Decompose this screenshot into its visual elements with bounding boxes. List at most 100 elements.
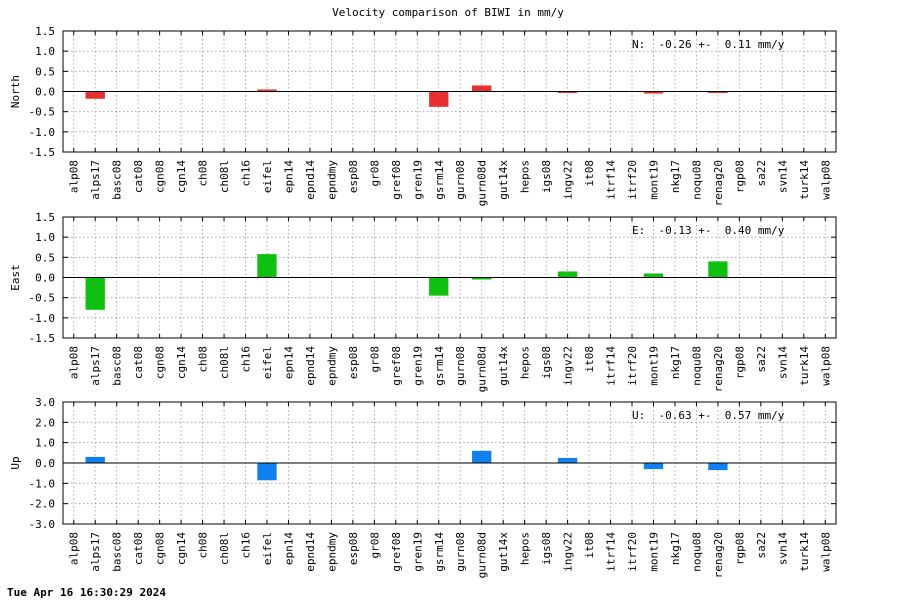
bar	[257, 89, 277, 92]
x-tick-label: it08	[583, 532, 596, 559]
x-tick-label: gurn08	[454, 532, 467, 572]
bar	[708, 463, 728, 471]
x-tick-label: ch08l	[218, 160, 231, 193]
plot-frame	[62, 30, 837, 153]
x-tick-label: epnd14	[304, 532, 317, 572]
x-tick-label: cgn14	[175, 532, 188, 565]
y-tick-label: 1.5	[35, 211, 55, 224]
x-tick-label: walp08	[819, 532, 832, 572]
x-tick-label: walp08	[819, 160, 832, 200]
x-tick-label: renag20	[712, 532, 725, 578]
x-tick-label: igs08	[540, 532, 553, 565]
bar	[472, 450, 492, 463]
y-axis-label: North	[9, 75, 22, 108]
x-tick-label: rgp08	[733, 346, 746, 379]
x-tick-label: basc08	[111, 532, 124, 572]
stats-annotation: E: -0.13 +- 0.40 mm/y	[632, 224, 785, 237]
bar	[557, 457, 578, 463]
y-axis-label: Up	[9, 456, 22, 469]
chart-title: Velocity comparison of BIWI in mm/y	[332, 6, 564, 19]
y-tick-label: 0.0	[35, 86, 55, 99]
x-tick-label: alps17	[89, 346, 102, 386]
x-tick-label: rgp08	[733, 160, 746, 193]
x-tick-label: turk14	[798, 346, 811, 386]
y-tick-label: 1.0	[35, 437, 55, 450]
x-tick-label: epndmy	[325, 532, 338, 572]
bar	[557, 91, 578, 93]
x-tick-label: ingv22	[562, 346, 575, 386]
bar	[472, 277, 492, 280]
bar	[85, 456, 105, 463]
x-tick-label: epn14	[282, 160, 295, 193]
x-tick-label: gsrm14	[433, 346, 446, 386]
x-tick-label: alp08	[68, 346, 81, 379]
y-tick-label: 0.5	[35, 251, 55, 264]
x-tick-label: sa22	[755, 532, 768, 559]
x-tick-label: nkg17	[669, 532, 682, 565]
x-tick-label: alps17	[89, 160, 102, 200]
x-tick-label: ch16	[240, 160, 253, 187]
y-tick-label: -0.5	[29, 106, 56, 119]
x-tick-label: ingv22	[562, 532, 575, 572]
y-tick-label: -1.5	[29, 332, 56, 345]
x-tick-label: noqu08	[690, 160, 703, 200]
x-tick-label: ch08	[197, 160, 210, 187]
x-tick-label: cat08	[132, 532, 145, 565]
x-tick-label: basc08	[111, 160, 124, 200]
x-tick-label: gurn08	[454, 346, 467, 386]
x-tick-label: it08	[583, 346, 596, 373]
bar	[643, 91, 664, 94]
x-tick-label: alp08	[68, 160, 81, 193]
x-tick-label: alps17	[89, 532, 102, 572]
bar	[429, 91, 449, 107]
x-tick-label: renag20	[712, 346, 725, 392]
x-tick-label: gurn08d	[476, 532, 489, 578]
y-tick-label: 1.5	[35, 25, 55, 38]
x-tick-label: rgp08	[733, 532, 746, 565]
bar	[708, 261, 728, 278]
x-tick-label: alp08	[68, 532, 81, 565]
x-tick-label: ch08	[197, 346, 210, 373]
y-axis-label: East	[9, 264, 22, 291]
x-tick-label: nkg17	[669, 346, 682, 379]
x-tick-label: epnd14	[304, 346, 317, 386]
x-tick-label: ch16	[240, 346, 253, 373]
x-tick-label: renag20	[712, 160, 725, 206]
x-tick-label: it08	[583, 160, 596, 187]
x-tick-label: esp08	[347, 160, 360, 193]
y-tick-label: -1.5	[29, 146, 56, 159]
x-tick-label: turk14	[798, 160, 811, 200]
x-tick-label: cat08	[132, 346, 145, 379]
y-tick-label: 0.0	[35, 272, 55, 285]
x-tick-label: gut14x	[497, 346, 510, 386]
x-tick-label: gsrm14	[433, 160, 446, 200]
plot-frame	[62, 401, 837, 525]
x-tick-label: gurn08	[454, 160, 467, 200]
stats-annotation: U: -0.63 +- 0.57 mm/y	[632, 409, 785, 422]
x-tick-label: basc08	[111, 346, 124, 386]
x-tick-label: svn14	[776, 346, 789, 379]
y-tick-label: 1.0	[35, 231, 55, 244]
x-tick-label: ch08	[197, 532, 210, 559]
x-tick-label: walp08	[819, 346, 832, 386]
x-tick-label: gut14x	[497, 532, 510, 572]
x-tick-label: gren19	[411, 160, 424, 200]
x-tick-label: mont19	[647, 160, 660, 200]
x-tick-label: gr08	[368, 532, 381, 559]
x-tick-label: cgn14	[175, 346, 188, 379]
bar	[643, 273, 664, 278]
x-tick-label: eifel	[261, 532, 274, 565]
x-tick-label: gren19	[411, 532, 424, 572]
x-tick-label: hepos	[519, 532, 532, 565]
x-tick-label: gsrm14	[433, 532, 446, 572]
x-tick-label: epndmy	[325, 160, 338, 200]
x-tick-label: ch08l	[218, 532, 231, 565]
x-tick-label: epndmy	[325, 346, 338, 386]
x-tick-label: esp08	[347, 532, 360, 565]
x-tick-label: cgn14	[175, 160, 188, 193]
x-tick-label: noqu08	[690, 532, 703, 572]
bar	[257, 463, 277, 481]
x-tick-label: hepos	[519, 346, 532, 379]
x-tick-label: itrf20	[626, 346, 639, 386]
